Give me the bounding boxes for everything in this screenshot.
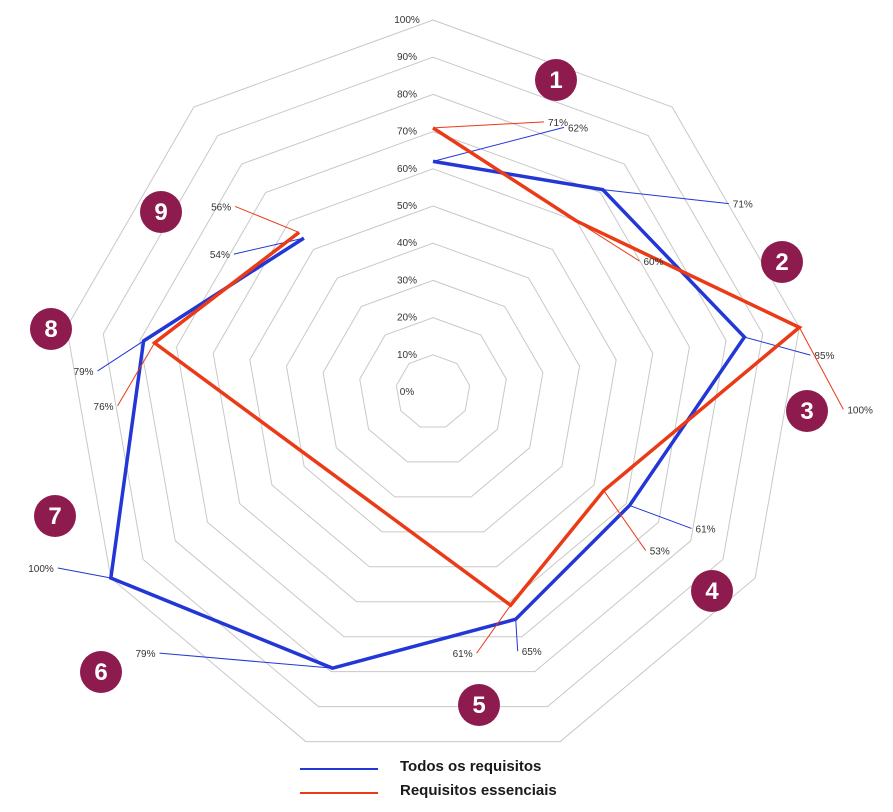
- badge-label: 3: [800, 398, 813, 425]
- series-requisitos-essenciais: 71% 60% 100% 53% 61% 76% 56%: [94, 118, 873, 660]
- badge-label: 4: [705, 578, 719, 605]
- data-label: 62%: [568, 123, 588, 134]
- data-label: 53%: [650, 547, 670, 558]
- legend-label-essenciais: Requisitos essenciais: [400, 782, 557, 799]
- grid-ring: [285, 242, 581, 533]
- badge-label: 6: [94, 659, 107, 686]
- badge-circle: [30, 308, 72, 350]
- badge-label: 2: [775, 249, 788, 276]
- grid-ring: [176, 131, 690, 638]
- legend-swatch-essenciais: [300, 792, 378, 794]
- tick-label: 40%: [397, 238, 417, 249]
- data-label: 65%: [522, 647, 542, 658]
- tick-label: 50%: [397, 201, 417, 212]
- leader-line: [515, 619, 519, 652]
- leader-line: [97, 340, 144, 372]
- leader-line: [432, 121, 545, 129]
- axis-badge: 8: [30, 308, 72, 350]
- leader-line: [602, 189, 729, 205]
- legend-item-todos: Todos os requisitos: [300, 758, 640, 780]
- tick-label: 90%: [397, 52, 417, 63]
- data-label: 61%: [696, 524, 716, 535]
- axis-badge: 4: [691, 570, 733, 612]
- badge-label: 5: [472, 692, 485, 719]
- grid-ring: [322, 279, 544, 498]
- leader-line: [576, 220, 640, 262]
- tick-label: 80%: [397, 89, 417, 100]
- badge-circle: [140, 191, 182, 233]
- axis-badge: 5: [458, 684, 500, 726]
- legend-item-essenciais: Requisitos essenciais: [300, 782, 640, 804]
- grid-ring: [249, 205, 617, 568]
- badge-label: 7: [48, 503, 61, 530]
- data-label: 79%: [74, 367, 94, 378]
- badge-circle: [761, 241, 803, 283]
- tick-label: 0%: [400, 387, 415, 398]
- data-label: 60%: [643, 257, 663, 268]
- tick-label: 60%: [397, 164, 417, 175]
- radial-ticks: 0% 10% 20% 30% 40% 50% 60% 70% 80% 90% 100%: [394, 15, 420, 398]
- leader-line: [57, 567, 111, 579]
- tick-label: 20%: [397, 313, 417, 324]
- leader-line: [117, 342, 156, 407]
- axis-badge: 9: [140, 191, 182, 233]
- data-label: 85%: [814, 351, 834, 362]
- data-label: 56%: [211, 202, 231, 213]
- leader-line: [159, 652, 333, 669]
- data-label: 79%: [135, 649, 155, 660]
- data-label: 100%: [28, 564, 54, 575]
- axis-badge: 6: [80, 651, 122, 693]
- tick-label: 30%: [397, 275, 417, 286]
- badge-label: 9: [154, 199, 167, 226]
- grid-ring: [212, 168, 654, 603]
- badge-circle: [80, 651, 122, 693]
- axis-badges: 1 2 3 4 5 6 7 8 9: [30, 59, 828, 726]
- grid-ring: [66, 19, 800, 743]
- data-label: 100%: [847, 405, 873, 416]
- axis-badge: 1: [535, 59, 577, 101]
- data-label: 54%: [210, 250, 230, 261]
- leader-line: [629, 504, 692, 529]
- axis-badge: 3: [786, 390, 828, 432]
- data-label: 71%: [733, 200, 753, 211]
- grid-ring: [102, 56, 764, 708]
- leader-line: [476, 604, 512, 654]
- badge-label: 1: [549, 67, 562, 94]
- grid-ring: [139, 93, 727, 673]
- data-label: 71%: [548, 118, 568, 129]
- axis-badge: 2: [761, 241, 803, 283]
- series-line: [108, 159, 747, 670]
- radar-grid: [66, 19, 800, 743]
- leader-line: [603, 490, 647, 551]
- tick-label: 100%: [394, 15, 420, 26]
- grid-ring: [359, 317, 507, 463]
- badge-circle: [458, 684, 500, 726]
- series-todos-os-requisitos: 62% 71% 85% 61% 65% 79% 100% 79% 54%: [28, 123, 835, 670]
- leader-line: [234, 205, 300, 233]
- leader-line: [233, 237, 304, 255]
- data-label: 76%: [94, 402, 114, 413]
- grid-ring: [395, 354, 471, 428]
- tick-label: 10%: [397, 350, 417, 361]
- legend-label-todos: Todos os requisitos: [400, 758, 542, 775]
- tick-label: 70%: [397, 127, 417, 138]
- legend-swatch-todos: [300, 768, 378, 770]
- badge-circle: [535, 59, 577, 101]
- data-label: 61%: [453, 649, 473, 660]
- leader-line: [432, 126, 565, 162]
- axis-badge: 7: [34, 495, 76, 537]
- badge-label: 8: [44, 316, 57, 343]
- legend: Todos os requisitos Requisitos essenciai…: [300, 756, 640, 808]
- badge-circle: [691, 570, 733, 612]
- badge-circle: [786, 390, 828, 432]
- leader-line: [798, 327, 844, 410]
- badge-circle: [34, 495, 76, 537]
